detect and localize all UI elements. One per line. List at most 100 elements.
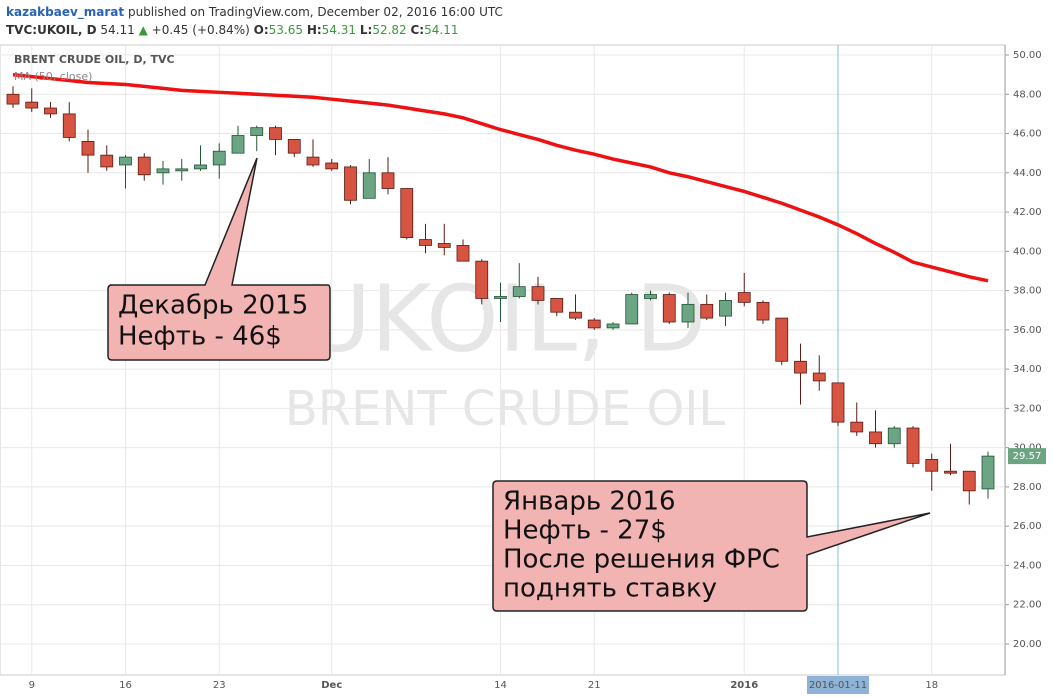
candle-body (419, 239, 432, 246)
candle-body (362, 172, 376, 199)
candle-body (719, 300, 732, 317)
candle-body (475, 260, 489, 299)
header-line: kazakbaev_marat published on TradingView… (6, 5, 503, 20)
candle-body (962, 470, 976, 492)
last-price-bg (1008, 448, 1046, 465)
candle-body (494, 296, 507, 299)
candle-body (944, 470, 957, 474)
x-tick-label: 18 (925, 680, 938, 691)
annotation: Декабрь 2015 (118, 291, 308, 321)
candle-body (287, 139, 301, 154)
annotation: Январь 2016 (503, 487, 676, 517)
candle-body (587, 319, 601, 329)
chart-title: BRENT CRUDE OIL, D, TVC (14, 53, 175, 66)
l-label: L: (360, 23, 372, 37)
y-tick-label: 24.00 (1013, 560, 1042, 571)
y-tick-label: 38.00 (1013, 286, 1042, 297)
candle-body (119, 156, 132, 166)
author[interactable]: kazakbaev_marat (6, 5, 124, 20)
candle-body (25, 101, 39, 109)
y-tick-label: 32.00 (1013, 403, 1042, 414)
y-tick-label: 34.00 (1013, 364, 1042, 375)
c-label: C: (411, 23, 425, 37)
watermark: UKOIL, D (304, 265, 707, 372)
candle-body (6, 93, 20, 105)
o: 53.65 (269, 23, 303, 37)
candle-body (456, 245, 470, 262)
published: published on TradingView.com, December 0… (124, 5, 503, 19)
x-tick-label: 23 (213, 680, 226, 691)
price: 54.11 (100, 23, 134, 37)
legend-entry: MA (50, close) (14, 70, 92, 83)
candle-body (925, 459, 939, 472)
candle-body (512, 286, 526, 297)
candle-body (62, 113, 76, 138)
annotation: поднять ставку (503, 574, 717, 604)
y-tick-label: 36.00 (1013, 325, 1042, 336)
symbol: TVC:UKOIL, D (6, 23, 97, 37)
y-tick-label: 44.00 (1013, 168, 1042, 179)
candle-body (700, 303, 714, 319)
candle-body (775, 317, 789, 362)
x-tick-label: 14 (494, 680, 507, 691)
candle-body (250, 127, 264, 136)
last-price-label: 29.57 (1013, 451, 1042, 462)
o-label: O: (254, 23, 269, 37)
candle-body (869, 431, 882, 445)
candle-body (531, 286, 545, 301)
l: 52.82 (372, 23, 406, 37)
candle-body (981, 455, 995, 490)
candle-body (625, 294, 639, 325)
candle-body (606, 323, 620, 329)
candle-body (231, 135, 245, 154)
candle-body (212, 150, 226, 166)
candle-body (662, 294, 676, 323)
ma-line (12, 72, 989, 283)
x-tick-label: 9 (29, 680, 35, 691)
candle-body (306, 156, 320, 166)
candle-body (756, 301, 770, 321)
y-tick-label: 40.00 (1013, 246, 1042, 257)
candle-body (794, 360, 807, 374)
y-tick-label: 46.00 (1013, 129, 1042, 140)
candle-body (831, 382, 845, 423)
h-label: H: (307, 23, 322, 37)
y-tick-label: 22.00 (1013, 600, 1042, 611)
candle-body (100, 154, 114, 168)
annotation: Нефть - 46$ (118, 322, 282, 352)
watermark: BRENT CRUDE OIL (285, 381, 726, 437)
candle-body (269, 127, 282, 140)
candle-body (137, 156, 151, 176)
candle-body (812, 372, 826, 382)
arrow: ▲ (139, 23, 149, 37)
candle-body (325, 162, 339, 170)
candle-body (156, 168, 170, 174)
y-tick-label: 50.00 (1013, 50, 1042, 61)
y-tick-label: 26.00 (1013, 521, 1042, 532)
candle-body (44, 107, 57, 115)
candle-body (175, 168, 189, 172)
candle-body (400, 188, 414, 238)
candle-body (381, 172, 395, 189)
x-tick-label: 2016-01-11 (809, 680, 867, 691)
change: +0.45 (+0.84%) (152, 23, 250, 37)
candle-body (194, 164, 207, 170)
y-tick-label: 28.00 (1013, 482, 1042, 493)
annotation: После решения ФРС (503, 545, 780, 575)
c: 54.11 (424, 23, 458, 37)
candle-body (887, 427, 901, 445)
h: 54.31 (322, 23, 356, 37)
y-tick-label: 20.00 (1013, 639, 1042, 650)
candle-body (737, 292, 751, 303)
candle-body (437, 243, 451, 248)
candle-body (906, 427, 920, 464)
x-tick-label: 2016 (730, 680, 758, 691)
candle-body (81, 140, 95, 156)
callout (492, 480, 931, 612)
ohlc-line: TVC:UKOIL, D 54.11 ▲ +0.45 (+0.84%) O:53… (6, 23, 458, 37)
candle-body (550, 298, 564, 313)
candle-body (644, 294, 657, 299)
candle-body (850, 421, 864, 433)
